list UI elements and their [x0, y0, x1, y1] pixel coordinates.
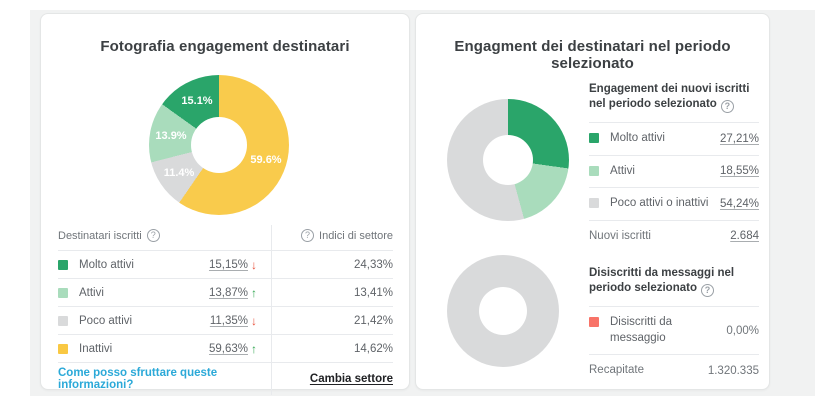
- unsubscribed-donut-chart[interactable]: [447, 255, 559, 367]
- trend-down-icon: ↓: [251, 257, 257, 272]
- row-label: Poco attivi: [79, 314, 133, 327]
- row-label: Molto attivi: [79, 258, 134, 271]
- industry-value: 24,33%: [353, 258, 393, 271]
- new-subscribers-legend-title: Engagement dei nuovi iscritti nel period…: [589, 82, 759, 122]
- table-footer-row: Come posso sfruttare queste informazioni…: [58, 363, 393, 395]
- help-icon[interactable]: ?: [701, 284, 714, 298]
- table-row: Molto attivi 15,15% ↓ 24,33%: [58, 251, 393, 279]
- legend-label: Poco attivi o inattivi: [610, 197, 709, 210]
- poco-attivi-color-swatch: [589, 198, 599, 209]
- poco-attivi-color-swatch: [58, 315, 68, 326]
- row-value[interactable]: 11,35%: [209, 314, 248, 327]
- unsubscribed-legend: Disiscritti da messaggi nel periodo sele…: [589, 266, 759, 387]
- subscribers-table: Destinatari iscritti ? ? Indici di setto…: [58, 225, 393, 395]
- total-value: 1.320.335: [707, 364, 759, 377]
- donut-slice-label: 59.6%: [250, 154, 282, 166]
- total-label: Recapitate: [589, 364, 644, 377]
- legend-value[interactable]: 18,55%: [719, 165, 759, 178]
- help-icon[interactable]: ?: [301, 229, 315, 242]
- legend-row: Molto attivi 27,21%: [589, 122, 759, 155]
- industry-value: 14,62%: [353, 342, 393, 355]
- help-icon[interactable]: ?: [720, 100, 734, 114]
- snapshot-card-title: Fotografia engagement destinatari: [100, 38, 350, 55]
- donut-slice-label: 13.9%: [155, 130, 187, 142]
- row-label: Attivi: [79, 286, 104, 299]
- row-value[interactable]: 15,15%: [208, 258, 248, 271]
- engagement-snapshot-card: Fotografia engagement destinatari 59.6% …: [40, 13, 410, 395]
- new-subscribers-legend: Engagement dei nuovi iscritti nel period…: [589, 82, 759, 252]
- subscribers-header-label: Destinatari iscritti: [58, 229, 142, 242]
- donut-slice-label: 15.1%: [181, 95, 213, 107]
- new-subscribers-donut-chart[interactable]: [447, 99, 569, 221]
- trend-down-icon: ↓: [251, 313, 257, 328]
- legend-value[interactable]: 54,24%: [719, 197, 759, 210]
- attivi-color-swatch: [589, 165, 599, 176]
- disiscritti-color-swatch: [589, 317, 599, 328]
- trend-up-icon: ↑: [251, 341, 257, 356]
- period-engagement-card: Engagment dei destinatari nel periodo se…: [415, 13, 770, 390]
- change-industry-link[interactable]: Cambia settore: [309, 373, 393, 385]
- row-value[interactable]: 59,63%: [208, 342, 248, 355]
- molto-attivi-color-swatch: [589, 133, 599, 144]
- row-value[interactable]: 13,87%: [208, 286, 248, 299]
- table-row: Inattivi 59,63% ↑ 14,62%: [58, 335, 393, 363]
- row-label: Inattivi: [79, 342, 113, 355]
- inattivi-color-swatch: [58, 343, 68, 354]
- total-value[interactable]: 2.684: [730, 230, 759, 243]
- legend-total-row: Recapitate 1.320.335: [589, 354, 759, 387]
- legend-row: Poco attivi o inattivi 54,24%: [589, 187, 759, 220]
- total-label: Nuovi iscritti: [589, 229, 651, 242]
- industry-value: 13,41%: [353, 286, 393, 299]
- legend-row: Attivi 18,55%: [589, 154, 759, 188]
- table-row: Attivi 13,87% ↑ 13,41%: [58, 279, 393, 307]
- how-to-use-info-link[interactable]: Come posso sfruttare queste informazioni…: [58, 367, 218, 391]
- legend-title-text: Engagement dei nuovi iscritti nel period…: [589, 83, 750, 111]
- legend-row: Disiscritti da messaggio 0,00%: [589, 306, 759, 354]
- legend-label: Molto attivi: [610, 132, 665, 145]
- trend-up-icon: ↑: [251, 285, 257, 300]
- legend-value[interactable]: 27,21%: [719, 132, 759, 145]
- help-icon[interactable]: ?: [146, 229, 160, 242]
- legend-label: Disiscritti da messaggio: [610, 316, 672, 344]
- legend-title-text: Disiscritti da messaggi nel periodo sele…: [589, 267, 735, 295]
- table-row: Poco attivi 11,35% ↓ 21,42%: [58, 307, 393, 335]
- industry-value: 21,42%: [353, 314, 393, 327]
- attivi-color-swatch: [58, 287, 68, 298]
- unsubscribed-legend-title: Disiscritti da messaggi nel periodo sele…: [589, 266, 759, 306]
- legend-value: 0,00%: [726, 324, 759, 337]
- recipients-engagement-donut-chart[interactable]: 59.6% 11.4% 13.9% 15.1%: [149, 75, 289, 215]
- table-header-row: Destinatari iscritti ? ? Indici di setto…: [58, 225, 393, 251]
- molto-attivi-color-swatch: [58, 259, 68, 270]
- period-card-title: Engagment dei destinatari nel periodo se…: [454, 38, 731, 72]
- legend-total-row: Nuovi iscritti 2.684: [589, 219, 759, 253]
- legend-label: Attivi: [610, 164, 635, 177]
- industry-index-header-label: Indici di settore: [319, 229, 393, 242]
- donut-slice-label: 11.4%: [163, 167, 195, 179]
